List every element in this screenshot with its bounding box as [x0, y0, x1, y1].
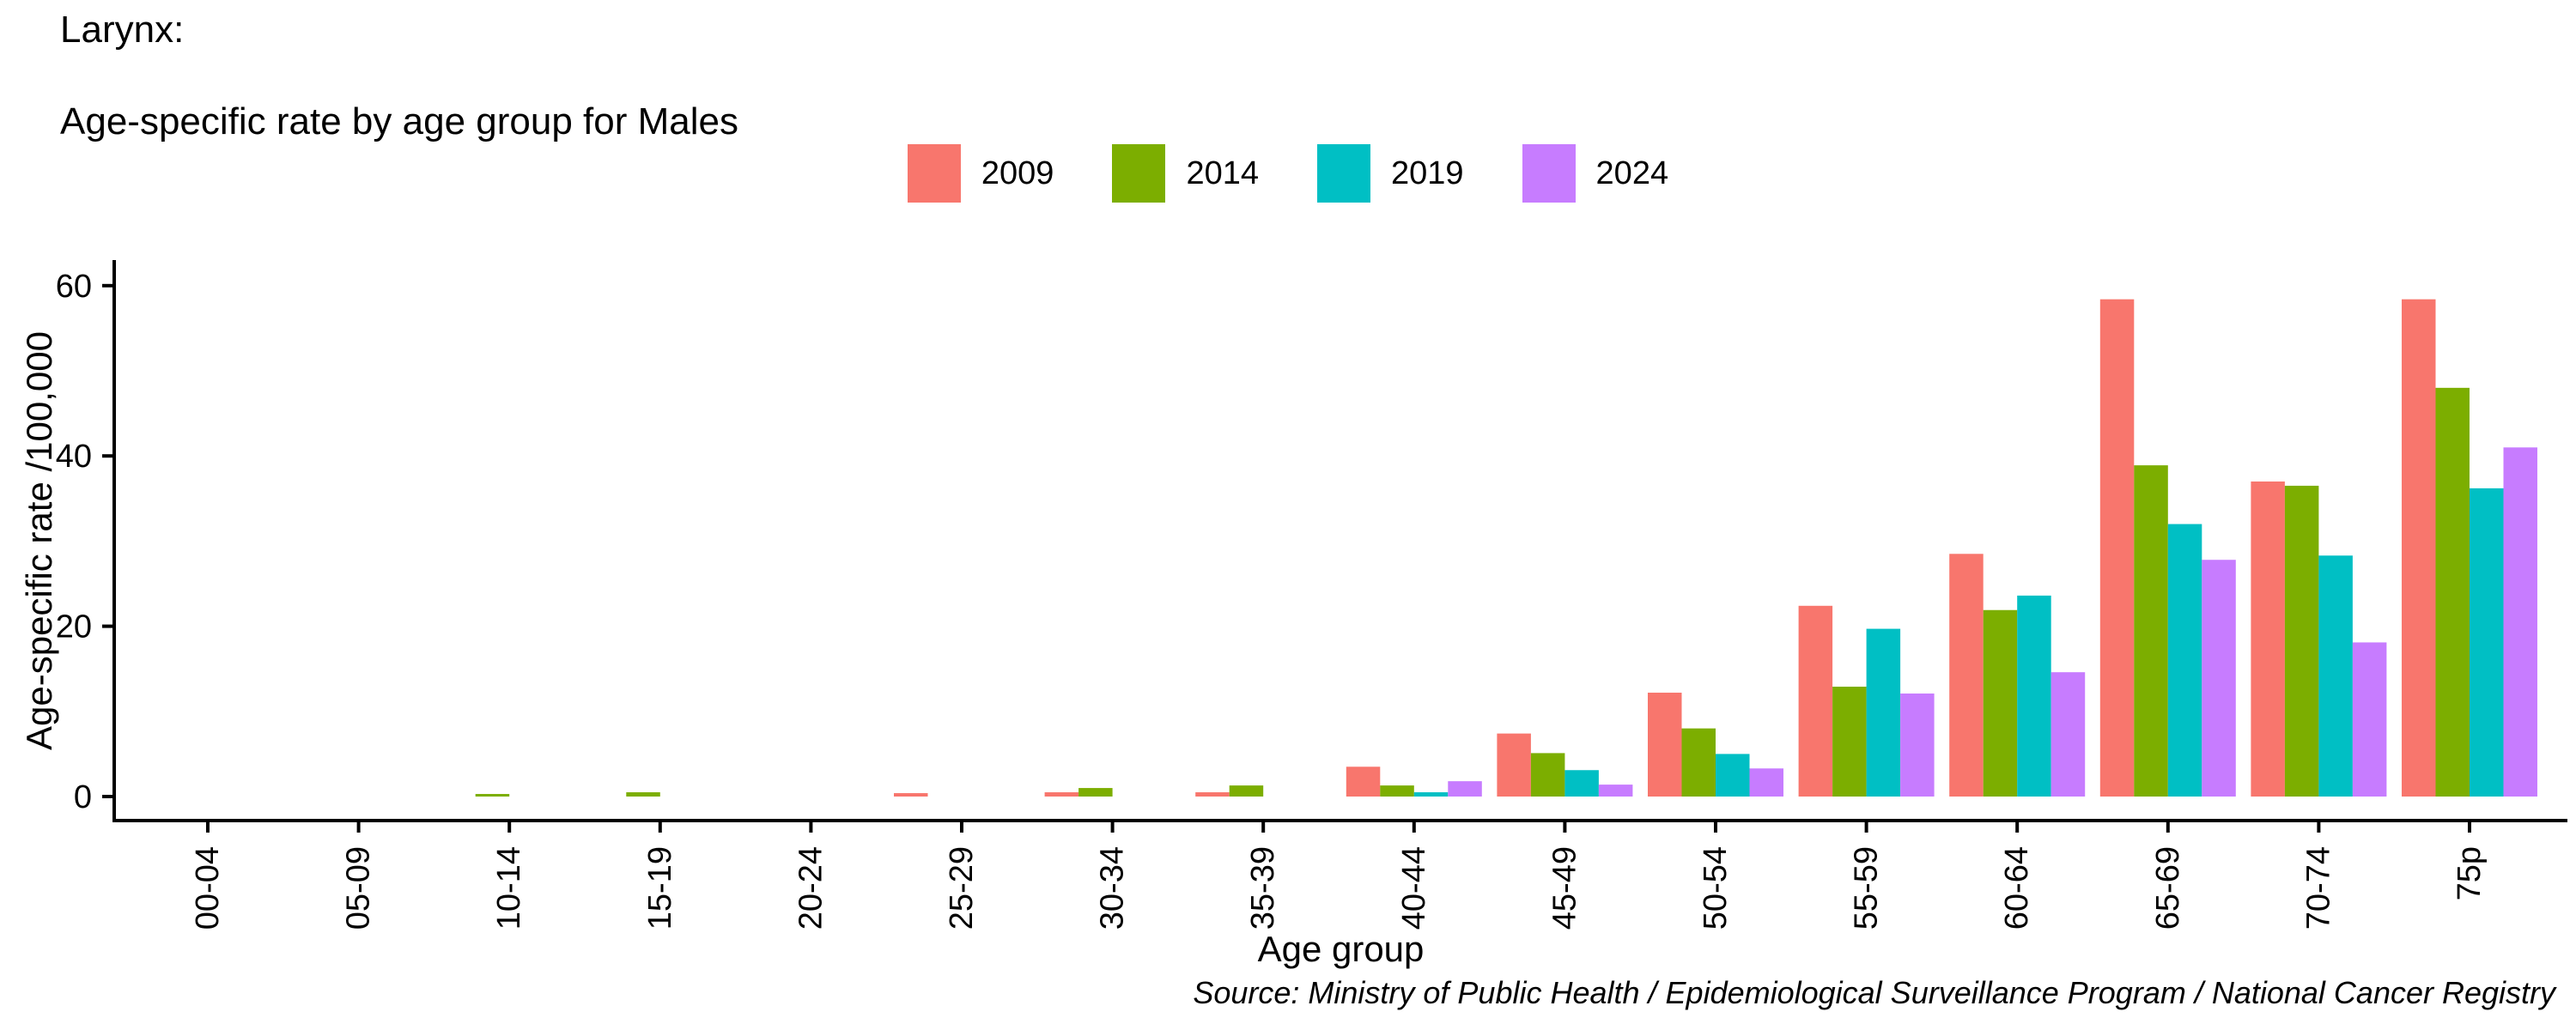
bar-2024-70-74: [2352, 642, 2387, 797]
x-axis-tick-label: 30-34: [1095, 846, 1131, 930]
bar-2009-40-44: [1346, 766, 1381, 797]
x-axis-tick-label: 40-44: [1396, 846, 1432, 930]
bar-2019-50-54: [1716, 754, 1750, 797]
bar-2014-75p: [2435, 387, 2470, 797]
bar-2019-60-64: [2017, 595, 2051, 797]
x-axis-tick-label: 70-74: [2300, 846, 2336, 930]
bar-2024-75p: [2503, 447, 2537, 797]
chart-title: Larynx: Age-specific rate by age group f…: [60, 7, 738, 145]
x-axis-title: Age group: [1257, 929, 1425, 969]
x-axis-tick-label: 65-69: [2150, 846, 2186, 930]
x-axis-tick-label: 10-14: [491, 846, 527, 930]
bar-2014-40-44: [1380, 785, 1414, 797]
y-axis-tick-label: 40: [56, 439, 92, 475]
bar-2009-75p: [2402, 299, 2436, 797]
bar-2024-40-44: [1448, 781, 1482, 797]
bar-2009-30-34: [1044, 792, 1079, 797]
bar-2014-60-64: [1983, 609, 2018, 797]
bar-2019-40-44: [1413, 792, 1449, 797]
y-axis-tick-label: 0: [74, 779, 92, 815]
chart-title-line1: Larynx:: [60, 9, 185, 51]
y-axis-tick-label: 60: [56, 269, 92, 305]
legend-item-2014: 2014: [1112, 144, 1259, 203]
legend-swatch-2014: [1112, 144, 1166, 203]
bar-2019-70-74: [2318, 555, 2353, 797]
legend-label-2024: 2024: [1595, 154, 1669, 191]
bar-2014-45-49: [1530, 753, 1565, 797]
x-axis-tick-label: 75p: [2451, 846, 2488, 900]
x-axis-tick-label: 35-39: [1245, 846, 1281, 930]
bar-2014-70-74: [2284, 485, 2319, 797]
bar-2024-65-69: [2202, 560, 2236, 797]
bar-2009-65-69: [2099, 299, 2135, 797]
legend-swatch-2009: [907, 144, 961, 203]
legend: 2009 2014 2019 2024: [0, 144, 2576, 203]
bar-2009-35-39: [1195, 792, 1230, 797]
bar-2009-45-49: [1497, 733, 1531, 797]
bar-2024-45-49: [1598, 785, 1633, 797]
bar-2014-55-59: [1832, 687, 1867, 797]
bar-2014-35-39: [1229, 785, 1264, 797]
legend-item-2019: 2019: [1317, 144, 1464, 203]
x-axis-tick-label: 05-09: [341, 846, 377, 930]
bar-2014-15-19: [626, 792, 660, 797]
bar-2019-75p: [2470, 488, 2504, 797]
bar-2024-55-59: [1900, 693, 1935, 797]
legend-label-2009: 2009: [981, 154, 1054, 191]
y-axis-title: Age-specific rate /100,000: [19, 331, 59, 750]
bar-2014-65-69: [2134, 465, 2168, 797]
bar-2024-50-54: [1749, 768, 1783, 797]
bar-2009-50-54: [1648, 692, 1682, 797]
bar-2019-45-49: [1564, 770, 1599, 797]
source-note: Source: Ministry of Public Health / Epid…: [1193, 975, 2555, 1010]
x-axis-tick-label: 55-59: [1849, 846, 1885, 930]
x-axis-tick-label: 25-29: [944, 846, 980, 930]
bar-2024-60-64: [2050, 672, 2086, 797]
y-axis-tick-label: 20: [56, 609, 92, 645]
bar-2019-55-59: [1866, 628, 1901, 797]
bar-2014-50-54: [1681, 728, 1716, 797]
bar-2014-10-14: [475, 794, 510, 797]
bar-2014-30-34: [1078, 788, 1113, 797]
legend-item-2024: 2024: [1522, 144, 1669, 203]
bar-2009-60-64: [1949, 554, 1984, 797]
legend-label-2019: 2019: [1391, 154, 1464, 191]
x-axis-tick-label: 15-19: [642, 846, 678, 930]
bar-2009-25-29: [894, 793, 928, 797]
bar-2019-65-69: [2167, 524, 2202, 797]
legend-item-2009: 2009: [907, 144, 1054, 203]
bar-2009-70-74: [2251, 481, 2285, 797]
legend-swatch-2024: [1522, 144, 1576, 203]
legend-swatch-2019: [1317, 144, 1370, 203]
x-axis-tick-label: 50-54: [1698, 846, 1734, 930]
bar-2009-55-59: [1798, 605, 1833, 797]
x-axis-tick-label: 45-49: [1546, 846, 1583, 930]
chart-title-line2: Age-specific rate by age group for Males: [60, 100, 738, 143]
x-axis-tick-label: 20-24: [793, 846, 829, 930]
x-axis-tick-label: 00-04: [190, 846, 226, 930]
x-axis-tick-label: 60-64: [1999, 846, 2035, 930]
legend-label-2014: 2014: [1186, 154, 1259, 191]
